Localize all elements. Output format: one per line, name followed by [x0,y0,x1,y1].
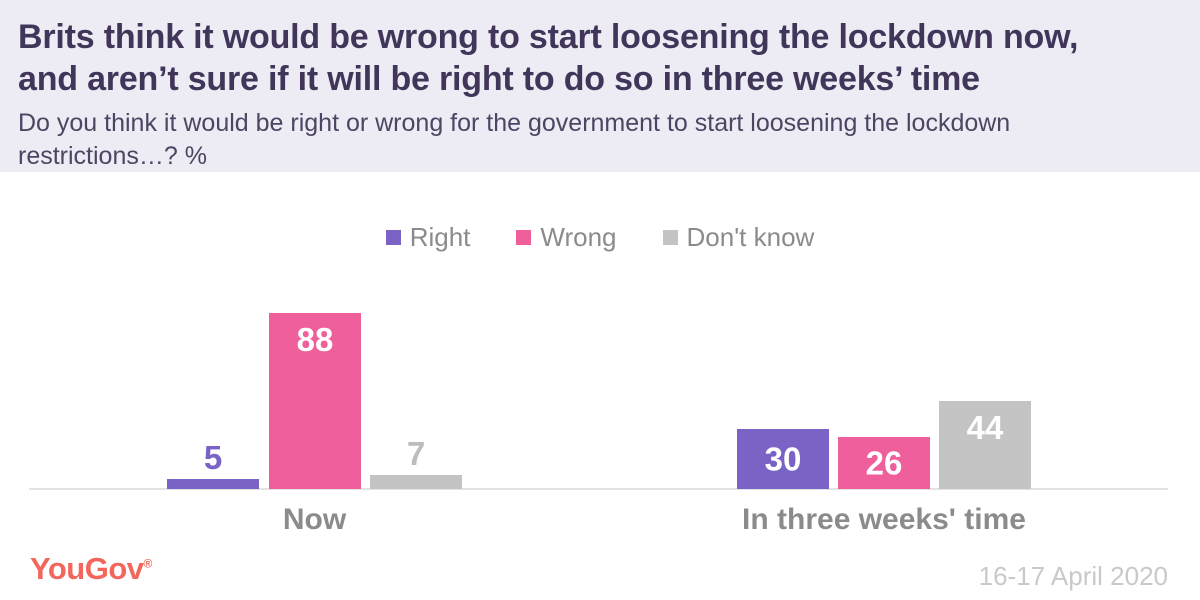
legend-item-dontknow: Don't know [662,222,815,253]
category-label-now: Now [282,503,347,536]
bar-value-label: 26 [865,444,903,482]
legend-label-dontknow: Don't know [686,222,815,252]
yougov-logo: YouGov® [30,551,152,587]
bar-dontknow-3weeks: 44 [939,401,1031,489]
legend-item-right: Right [385,222,471,253]
bar-dontknow-now: 7 [370,437,462,489]
legend-item-wrong: Wrong [516,222,617,253]
bar-value-label: 30 [764,440,802,478]
registered-trademark-icon: ® [143,556,153,571]
legend-label-wrong: Wrong [540,222,617,252]
header: Brits think it would be wrong to start l… [0,0,1200,172]
legend-swatch-dontknow-icon [662,230,678,245]
chart-title: Brits think it would be wrong to start l… [18,18,1079,98]
legend: Right Wrong Don't know [0,222,1200,253]
legend-swatch-right-icon [385,230,401,245]
bar-value-label: 5 [203,439,223,476]
bar-value-label: 88 [296,321,334,358]
legend-swatch-wrong-icon [516,230,532,245]
legend-label-right: Right [409,222,471,252]
bar-wrong-now: 88 [269,313,361,489]
bar-wrong-3weeks: 26 [838,437,930,489]
yougov-logo-text: YouGov [30,551,144,586]
category-label-three-weeks: In three weeks' time [742,503,1026,536]
date-label: 16-17 April 2020 [978,561,1168,591]
bar-right-now: 5 [167,441,259,489]
bar-value-label: 44 [966,409,1004,446]
chart-subtitle: Do you think it would be right or wrong … [18,109,1011,170]
bar-value-label: 7 [406,435,426,472]
bar-right-3weeks: 30 [737,429,829,489]
x-axis-line [29,488,1168,490]
